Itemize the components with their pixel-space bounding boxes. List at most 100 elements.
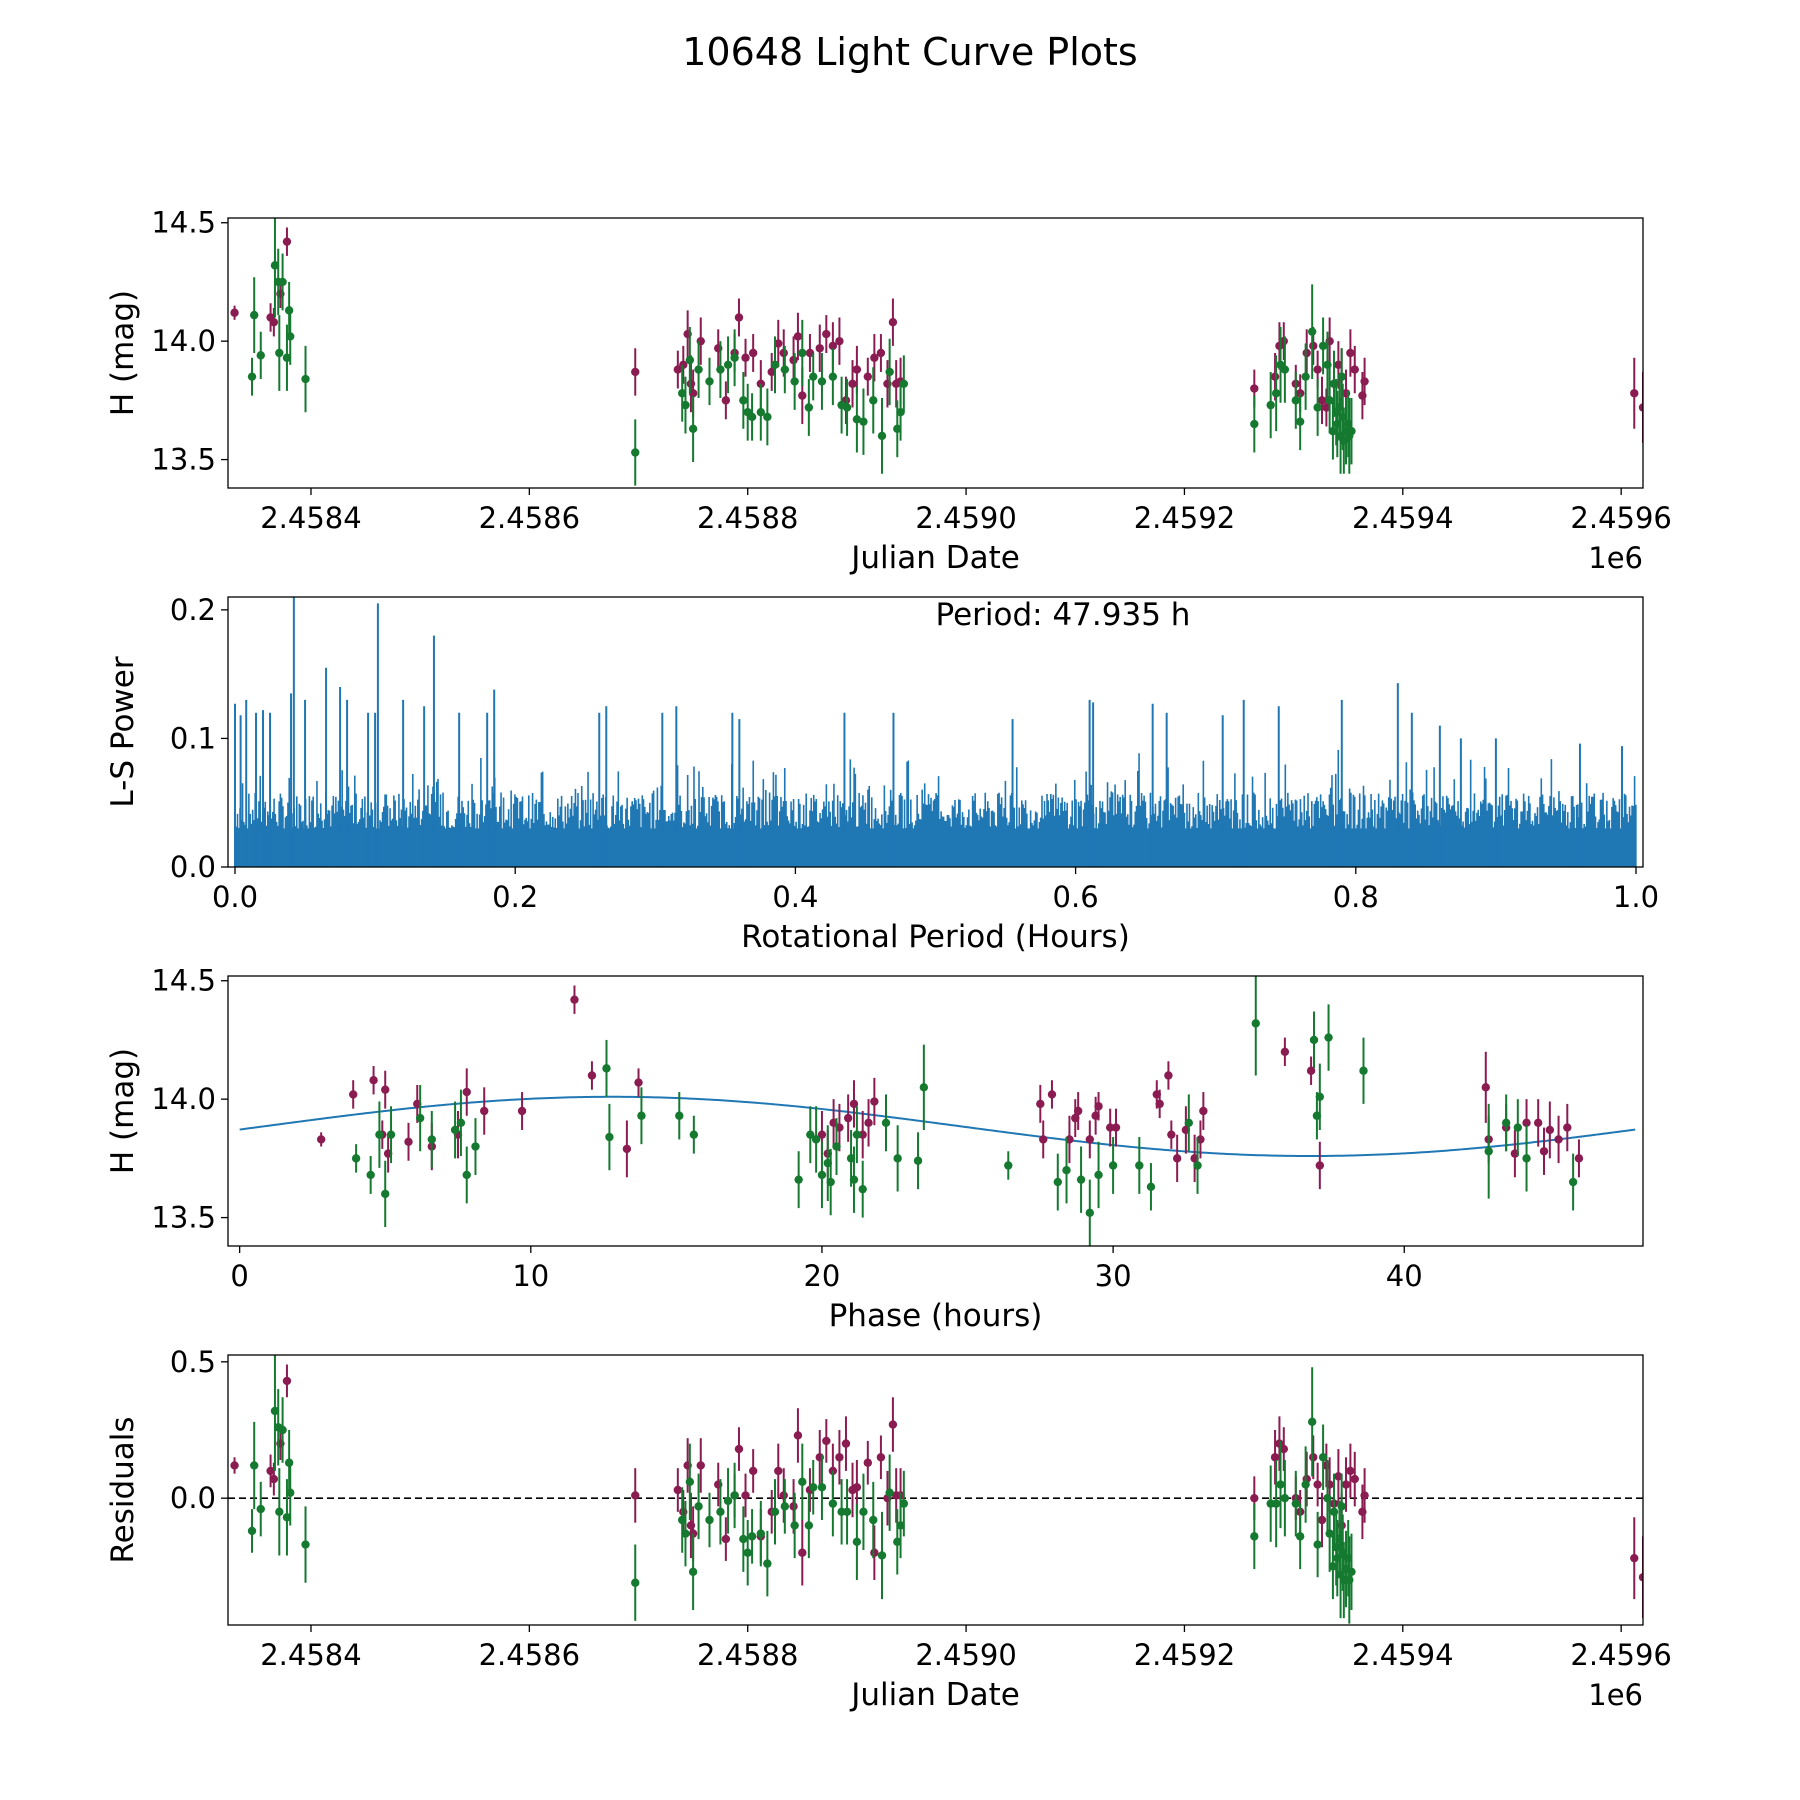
panels: 2.4584 2.4586 2.4588 2.4590 2.4592 2.4594 2.45… xyxy=(105,206,1672,1713)
data-point xyxy=(885,1488,894,1497)
data-point xyxy=(767,367,776,377)
x-tick-label: 1.0 xyxy=(1613,880,1659,914)
data-point xyxy=(828,372,838,381)
data-point xyxy=(1638,1573,1643,1582)
data-point xyxy=(256,351,265,360)
data-point xyxy=(863,1458,873,1467)
data-point xyxy=(841,1439,851,1448)
data-point xyxy=(705,1515,714,1525)
phased-plot-area xyxy=(239,976,1636,1246)
data-point xyxy=(1250,419,1259,429)
data-point xyxy=(275,1507,284,1517)
data-point xyxy=(1291,396,1301,405)
x-tick-label: 2.4592 xyxy=(1134,501,1235,535)
data-point xyxy=(852,1483,862,1492)
x-tick-label: 30 xyxy=(1095,1259,1132,1293)
data-point xyxy=(893,1537,902,1547)
data-point xyxy=(852,1537,862,1547)
data-point xyxy=(763,412,772,422)
data-point xyxy=(790,1521,799,1530)
data-point xyxy=(1164,1071,1173,1080)
data-point xyxy=(828,341,838,351)
x-tick-label: 2.4594 xyxy=(1352,1638,1453,1672)
data-point xyxy=(741,1491,750,1500)
data-point xyxy=(885,367,894,377)
data-point xyxy=(876,348,886,358)
data-point xyxy=(779,348,788,358)
data-point xyxy=(815,344,824,353)
data-point xyxy=(1276,1480,1285,1489)
residuals-series-green xyxy=(247,1355,1356,1624)
data-point xyxy=(893,1154,902,1163)
data-point xyxy=(817,377,827,386)
data-point xyxy=(381,1085,390,1094)
data-point xyxy=(822,329,831,339)
data-point xyxy=(1522,1118,1531,1128)
data-point xyxy=(1324,1033,1333,1042)
data-point xyxy=(893,424,902,433)
data-point xyxy=(1073,1106,1083,1116)
data-point xyxy=(1302,348,1311,358)
data-point xyxy=(637,1111,646,1120)
data-point xyxy=(730,353,739,362)
data-point xyxy=(793,1431,803,1440)
y-tick-label: 0.0 xyxy=(170,850,216,884)
data-point xyxy=(1630,389,1639,398)
residuals-plot-area xyxy=(228,1355,1643,1624)
data-point xyxy=(913,1156,923,1165)
data-point xyxy=(852,1130,862,1139)
data-point xyxy=(282,353,292,362)
y-tick-label: 0.2 xyxy=(170,593,216,627)
lightcurve-series-green xyxy=(247,218,1356,486)
data-point xyxy=(899,379,909,388)
data-point xyxy=(1309,1453,1318,1462)
data-point xyxy=(230,1461,239,1470)
data-point xyxy=(1271,389,1281,398)
y-tick-label: 14.0 xyxy=(151,324,216,358)
y-tick-label: 0.1 xyxy=(170,721,216,755)
data-point xyxy=(250,1461,259,1470)
data-point xyxy=(863,372,873,381)
data-point xyxy=(266,1466,275,1476)
data-point xyxy=(1295,1532,1305,1541)
data-point xyxy=(877,1551,887,1560)
data-point xyxy=(1270,372,1280,381)
data-point xyxy=(1331,1543,1341,1552)
data-point xyxy=(681,1529,690,1538)
residuals-x-label: Julian Date xyxy=(849,1677,1020,1713)
data-point xyxy=(1167,1130,1176,1139)
data-point xyxy=(723,1496,733,1506)
data-point xyxy=(415,1113,425,1123)
data-point xyxy=(1193,1161,1202,1170)
data-point xyxy=(1184,1118,1194,1128)
data-point xyxy=(1335,403,1344,412)
data-point xyxy=(832,1142,841,1151)
data-point xyxy=(1250,1493,1259,1503)
data-point xyxy=(770,1507,780,1517)
data-point xyxy=(739,1534,748,1544)
data-point xyxy=(270,1406,280,1416)
data-point xyxy=(1053,1177,1062,1187)
data-point xyxy=(870,1097,879,1106)
data-point xyxy=(843,1113,853,1123)
data-point xyxy=(1313,1540,1322,1549)
data-point xyxy=(763,1559,772,1568)
data-point xyxy=(694,1502,703,1511)
data-point xyxy=(1341,1480,1351,1489)
data-point xyxy=(805,348,815,358)
data-point xyxy=(1199,1106,1208,1116)
y-tick-label: 13.5 xyxy=(151,1201,216,1235)
data-point xyxy=(1279,1444,1288,1454)
data-point xyxy=(1250,1532,1259,1541)
data-point xyxy=(1334,1472,1343,1481)
data-point xyxy=(748,1466,758,1476)
data-point xyxy=(1338,1548,1347,1557)
data-point xyxy=(826,1177,835,1187)
x-tick-label: 10 xyxy=(512,1259,549,1293)
data-point xyxy=(858,1130,867,1139)
lightcurve-offset-text: 1e6 xyxy=(1588,541,1643,575)
data-point xyxy=(756,379,766,388)
data-point xyxy=(822,1436,831,1446)
data-point xyxy=(1568,1177,1578,1187)
data-point xyxy=(721,396,731,405)
